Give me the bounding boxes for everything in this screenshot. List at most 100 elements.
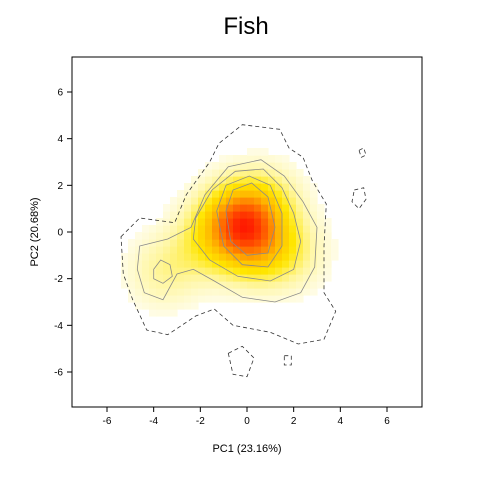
heatmap-cell xyxy=(156,288,164,296)
heatmap-cell xyxy=(282,162,290,170)
heatmap-cell xyxy=(198,274,206,282)
heatmap-cell xyxy=(233,260,241,268)
heatmap-cell xyxy=(296,190,304,198)
heatmap-cell xyxy=(233,253,241,261)
heatmap-cell xyxy=(219,176,227,184)
heatmap-cell xyxy=(205,197,213,205)
heatmap-cell xyxy=(261,288,269,296)
heatmap-cell xyxy=(156,225,164,233)
heatmap-cell xyxy=(184,204,192,212)
heatmap-cell xyxy=(310,197,318,205)
y-axis-label: PC2 (20.68%) xyxy=(29,197,41,266)
heatmap-cell xyxy=(191,288,199,296)
heatmap-cell xyxy=(303,246,311,254)
heatmap-cell xyxy=(170,211,178,219)
heatmap-cell xyxy=(261,148,269,156)
heatmap-cell xyxy=(324,225,332,233)
heatmap-cell xyxy=(184,246,192,254)
heatmap-cell xyxy=(282,274,290,282)
heatmap-cell xyxy=(149,295,157,303)
heatmap-cell xyxy=(163,281,171,289)
heatmap-cell xyxy=(310,274,318,282)
heatmap-cell xyxy=(184,302,192,310)
heatmap-cell xyxy=(331,239,339,247)
heatmap-cell xyxy=(275,267,283,275)
heatmap-cell xyxy=(275,260,283,268)
heatmap-cell xyxy=(170,246,178,254)
heatmap-cell xyxy=(205,246,213,254)
x-tick-label: -2 xyxy=(196,416,205,427)
heatmap-cell xyxy=(156,302,164,310)
heatmap-cell xyxy=(261,267,269,275)
heatmap-cell xyxy=(254,232,262,240)
heatmap-cell xyxy=(303,281,311,289)
heatmap-cell xyxy=(170,225,178,233)
heatmap-cell xyxy=(240,232,248,240)
heatmap-cell xyxy=(303,204,311,212)
heatmap-cell xyxy=(121,260,129,268)
heatmap-cell xyxy=(261,239,269,247)
heatmap-cell xyxy=(268,197,276,205)
heatmap-cell xyxy=(282,183,290,191)
heatmap-cell xyxy=(310,260,318,268)
heatmap-cell xyxy=(233,169,241,177)
heatmap-cell xyxy=(191,281,199,289)
heatmap-cell xyxy=(254,183,262,191)
y-tick-label: 2 xyxy=(57,181,63,192)
heatmap-cell xyxy=(142,295,150,303)
heatmap-cell xyxy=(289,274,297,282)
heatmap-cell xyxy=(191,260,199,268)
heatmap-cell xyxy=(261,253,269,261)
heatmap-cell xyxy=(275,162,283,170)
heatmap-cell xyxy=(275,176,283,184)
heatmap-cell xyxy=(219,204,227,212)
heatmap-cell xyxy=(177,232,185,240)
heatmap-cell xyxy=(310,232,318,240)
heatmap-cell xyxy=(289,281,297,289)
heatmap-cell xyxy=(296,176,304,184)
heatmap-cell xyxy=(268,204,276,212)
heatmap-cell xyxy=(303,176,311,184)
heatmap-cell xyxy=(254,190,262,198)
heatmap-cell xyxy=(254,225,262,233)
heatmap-cell xyxy=(163,295,171,303)
heatmap-cell xyxy=(212,232,220,240)
heatmap-cell xyxy=(282,225,290,233)
heatmap-cell xyxy=(310,204,318,212)
heatmap-cell xyxy=(303,239,311,247)
heatmap-cell xyxy=(205,176,213,184)
heatmap-cell xyxy=(254,274,262,282)
heatmap-cell xyxy=(254,239,262,247)
heatmap-cell xyxy=(156,246,164,254)
heatmap-cell xyxy=(233,232,241,240)
heatmap-cell xyxy=(303,211,311,219)
heatmap-cell xyxy=(212,197,220,205)
heatmap-cell xyxy=(261,295,269,303)
heatmap-cell xyxy=(317,225,325,233)
heatmap-cell xyxy=(289,288,297,296)
heatmap-cell xyxy=(247,169,255,177)
heatmap-cell xyxy=(317,204,325,212)
heatmap-cell xyxy=(275,232,283,240)
heatmap-cell xyxy=(156,274,164,282)
heatmap-cell xyxy=(198,232,206,240)
heatmap-cell xyxy=(268,225,276,233)
heatmap-cell xyxy=(170,309,178,317)
heatmap-cell xyxy=(261,274,269,282)
heatmap-cell xyxy=(268,274,276,282)
heatmap-cell xyxy=(317,267,325,275)
heatmap-cell xyxy=(317,232,325,240)
heatmap-cell xyxy=(247,253,255,261)
heatmap-cell xyxy=(191,302,199,310)
heatmap-cell xyxy=(191,246,199,254)
heatmap-cell xyxy=(226,211,234,219)
x-tick-label: 4 xyxy=(338,416,344,427)
heatmap-cell xyxy=(233,183,241,191)
heatmap-cell xyxy=(296,211,304,219)
contour-island-right xyxy=(351,187,367,210)
heatmap-cell xyxy=(282,288,290,296)
heatmap-cell xyxy=(324,274,332,282)
heatmap-cell xyxy=(289,239,297,247)
heatmap-cell xyxy=(198,253,206,261)
